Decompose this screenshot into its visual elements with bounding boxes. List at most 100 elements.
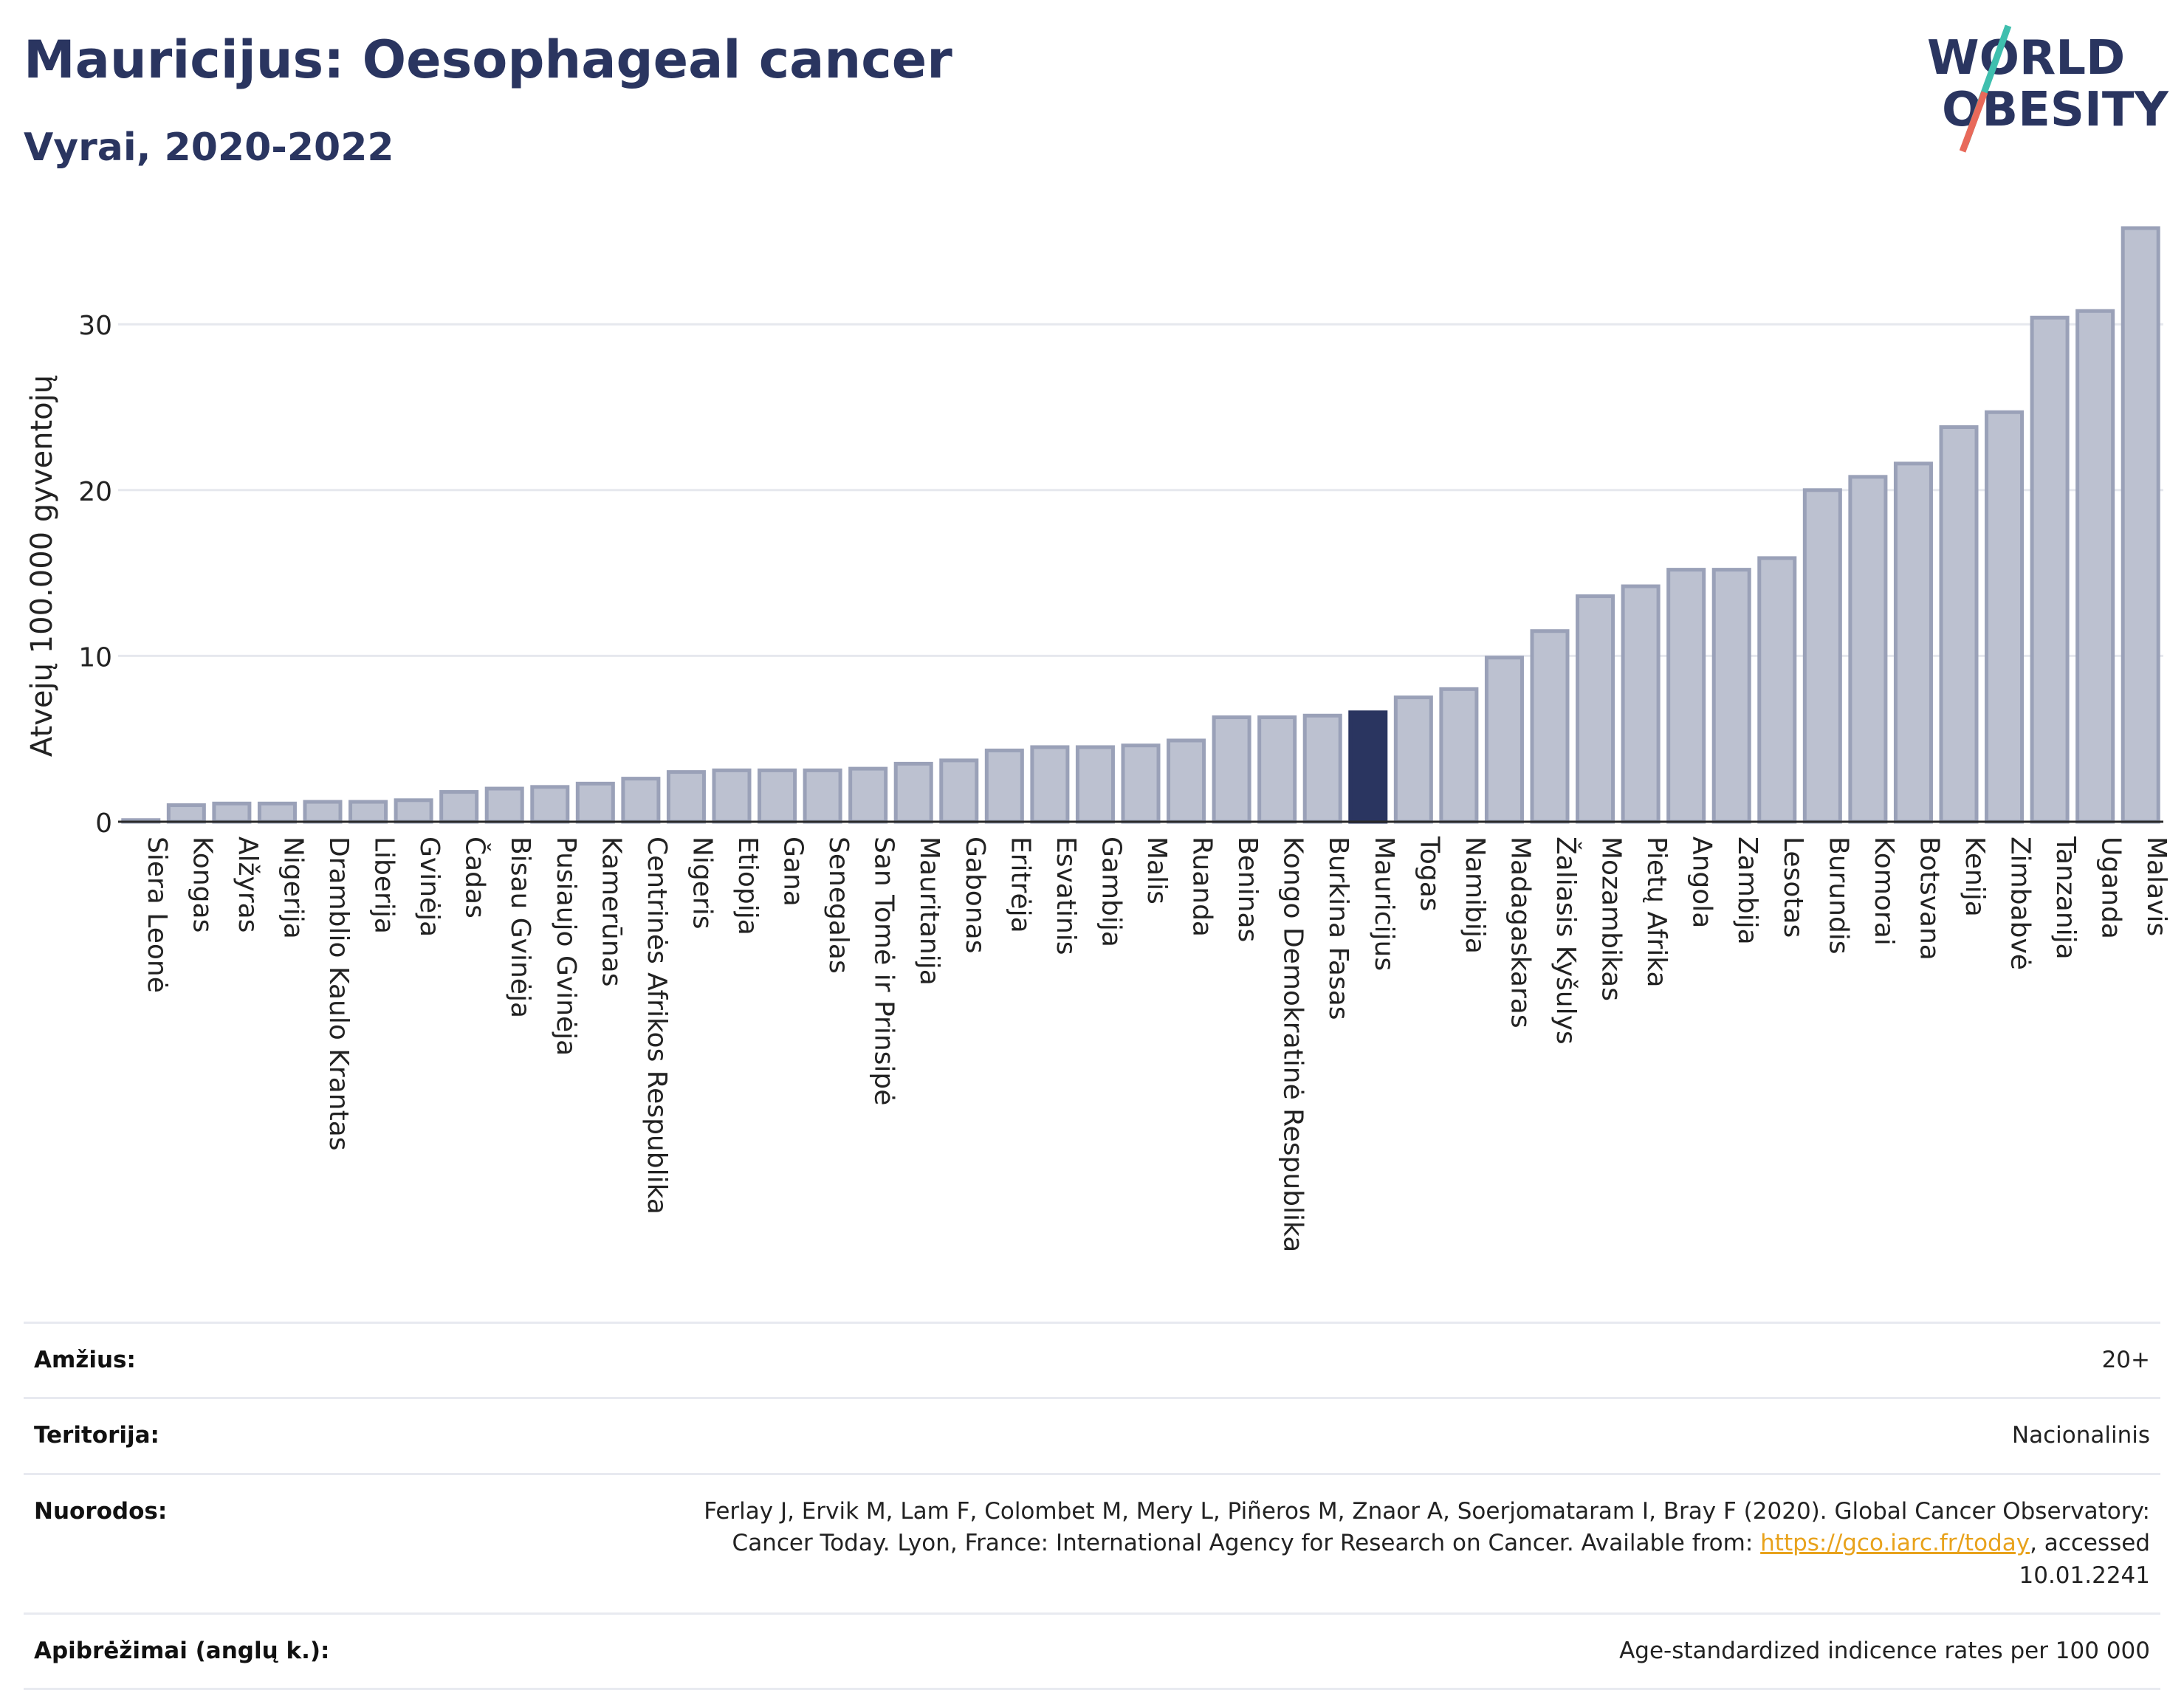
bar — [1530, 629, 1570, 824]
x-tick-label: Nigerija — [278, 837, 308, 939]
bar — [1075, 745, 1115, 824]
y-tick-label: 0 — [95, 808, 112, 839]
bar — [1393, 695, 1433, 824]
y-tick-label: 30 — [78, 311, 112, 341]
bar — [2030, 315, 2070, 824]
bar — [1121, 743, 1161, 824]
age-value: 20+ — [620, 1321, 2160, 1400]
x-tick-label: Nigeris — [687, 837, 717, 930]
bar — [1212, 715, 1251, 824]
x-tick-label: Pietų Afrika — [1641, 837, 1672, 988]
definitions-label: Apibrėžimai (anglų k.): — [24, 1612, 620, 1690]
y-axis-ticks: 0 10 20 30 — [78, 311, 112, 839]
bar-chart: 0 10 20 30 Siera Leonė Kongas Alžyras Nigerija… — [25, 226, 2171, 1252]
info-row-age: Amžius: 20+ — [24, 1321, 2160, 1400]
x-tick-label: Togas — [1414, 836, 1444, 912]
bar — [848, 766, 888, 824]
x-tick-label: Dramblio Kaulo Krantas — [323, 837, 354, 1151]
x-tick-label: Burundis — [1823, 837, 1853, 955]
bar — [1802, 488, 1842, 824]
bar — [758, 768, 797, 824]
definitions-value: Age-standardized indicence rates per 100… — [620, 1612, 2160, 1690]
x-tick-label: Centrinės Afrikos Respublika — [642, 837, 672, 1215]
bar — [303, 800, 343, 824]
chart-title: Mauricijus: Oesophageal cancer — [24, 30, 952, 90]
x-tick-label: Mauricijus — [1369, 837, 1399, 971]
x-tick-label: Senegalas — [823, 837, 854, 974]
x-tick-label: Esvatinis — [1051, 837, 1081, 955]
x-tick-label: Mauritanija — [914, 837, 944, 986]
x-tick-label: Tanzanija — [2050, 836, 2081, 960]
bar — [257, 801, 297, 824]
x-tick-label: Botsvana — [1914, 837, 1944, 961]
bar — [621, 777, 661, 824]
x-tick-label: Malavis — [2141, 837, 2171, 936]
references-link[interactable]: https://gco.iarc.fr/today — [1760, 1530, 2030, 1557]
info-row-definitions: Apibrėžimai (anglų k.): Age-standardized… — [24, 1612, 2160, 1690]
x-tick-label: Madagaskaras — [1505, 837, 1535, 1028]
bar — [1167, 738, 1206, 824]
bar — [2121, 226, 2160, 824]
references-text: Ferlay J, Ervik M, Lam F, Colombet M, Me… — [704, 1497, 2150, 1557]
bar — [348, 800, 388, 824]
x-axis-labels: Siera Leonė Kongas Alžyras Nigerija Dramblio… — [142, 836, 2171, 1252]
bar — [803, 768, 842, 824]
info-row-territory: Teritorija: Nacionalinis — [24, 1397, 2160, 1475]
x-tick-label: Žaliasis Kyšulys — [1551, 837, 1582, 1045]
bar — [984, 748, 1024, 824]
references-label: Nuorodos: — [24, 1472, 620, 1615]
x-tick-label: Komorai — [1869, 837, 1899, 946]
x-tick-label: Bisau Gvinėja — [505, 837, 535, 1018]
x-tick-label: Zimbabvė — [2005, 837, 2036, 970]
bar — [1257, 715, 1297, 824]
bar — [939, 758, 979, 824]
x-tick-label: Alžyras — [233, 837, 263, 932]
bar — [666, 770, 706, 824]
x-tick-label: Liberija — [369, 837, 399, 934]
chart-subtitle: Vyrai, 2020-2022 — [24, 126, 394, 170]
bar — [439, 790, 479, 824]
territory-label: Teritorija: — [24, 1397, 620, 1475]
bar — [1939, 425, 1979, 824]
bar — [1757, 556, 1797, 824]
x-tick-label: Gambija — [1096, 837, 1126, 947]
bar — [1893, 461, 1933, 824]
x-tick-label: Etiopija — [732, 837, 763, 935]
y-tick-label: 10 — [78, 642, 112, 673]
x-tick-label: Beninas — [1232, 837, 1263, 942]
x-tick-label: Namibija — [1460, 837, 1490, 954]
bar — [212, 801, 252, 824]
bar-highlighted — [1348, 710, 1388, 824]
x-tick-label: Angola — [1687, 837, 1717, 928]
logo-line-1: WORLD — [1927, 31, 2125, 86]
bar — [530, 785, 570, 824]
x-tick-label: Mozambikas — [1596, 837, 1627, 1001]
x-tick-label: Kongo Demokratinė Respublika — [1278, 837, 1308, 1252]
bar — [893, 761, 933, 824]
bar — [1439, 687, 1479, 824]
x-tick-label: Gvinėja — [414, 837, 444, 937]
bar — [1985, 410, 2025, 824]
x-tick-label: San Tomė ir Prinsipė — [869, 837, 899, 1105]
x-tick-label: Čadas — [460, 837, 491, 918]
bar — [1302, 713, 1342, 824]
references-accessed: , accessed 10.01.2241 — [2019, 1530, 2151, 1589]
logo-slash-coral — [1959, 91, 1988, 153]
bar — [1848, 475, 1888, 824]
bar — [575, 781, 615, 824]
x-tick-label: Uganda — [2096, 837, 2126, 939]
bar — [484, 786, 524, 824]
bar — [712, 768, 752, 824]
x-tick-label: Kongas — [187, 837, 217, 932]
bar — [1576, 594, 1615, 824]
x-tick-label: Gana — [778, 837, 808, 907]
bar — [1621, 584, 1661, 824]
info-row-references: Nuorodos: Ferlay J, Ervik M, Lam F, Colo… — [24, 1472, 2160, 1615]
bar — [1484, 656, 1524, 824]
bar — [1030, 745, 1070, 824]
info-table: Amžius: 20+ Teritorija: Nacionalinis Nuo… — [24, 1321, 2160, 1690]
y-tick-label: 20 — [78, 477, 112, 507]
x-tick-label: Burkina Fasas — [1323, 837, 1353, 1020]
chart-bars — [121, 226, 2160, 824]
x-tick-label: Kamerūnas — [596, 837, 626, 987]
